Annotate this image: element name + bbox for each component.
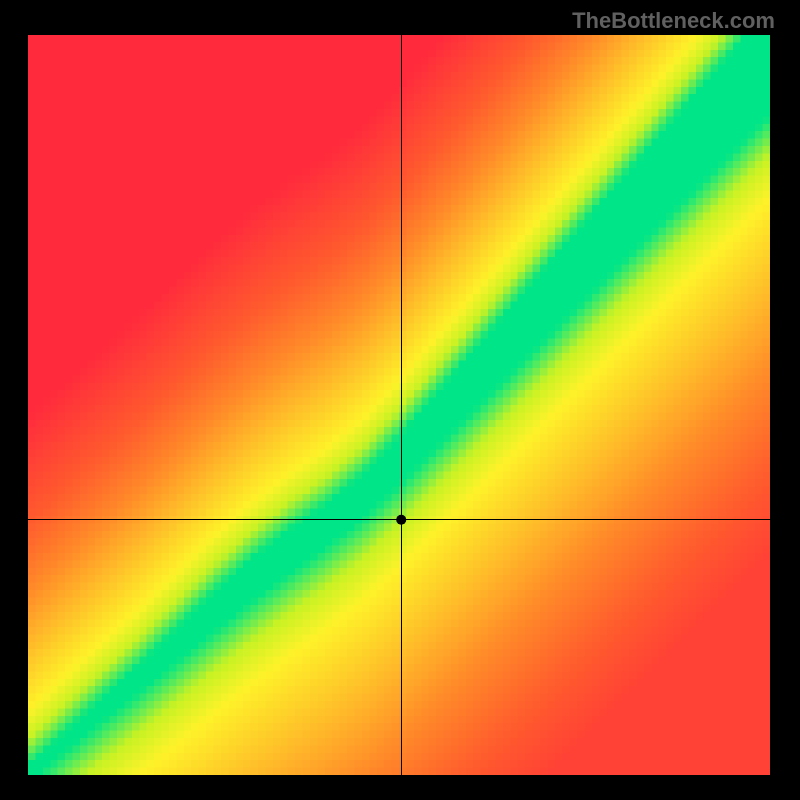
chart-container: TheBottleneck.com: [0, 0, 800, 800]
heatmap-plot: [28, 35, 770, 775]
watermark-text: TheBottleneck.com: [572, 8, 775, 34]
crosshair-marker: [28, 35, 770, 775]
